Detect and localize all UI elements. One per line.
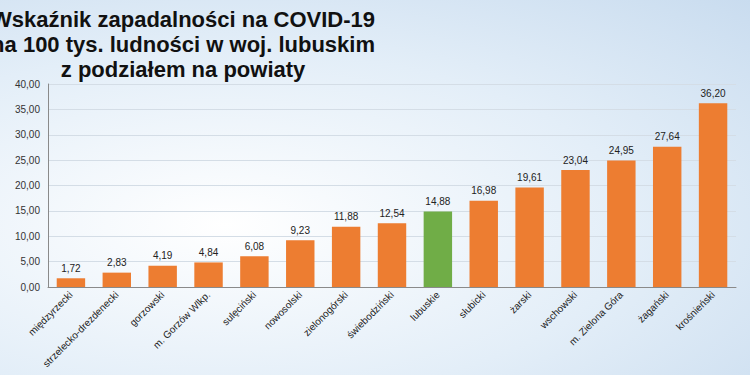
svg-text:4,19: 4,19 [153, 250, 173, 261]
svg-text:9,23: 9,23 [291, 225, 311, 236]
svg-text:30,00: 30,00 [15, 129, 40, 140]
svg-text:m. Zielona Góra: m. Zielona Góra [567, 289, 626, 348]
svg-text:gorzowski: gorzowski [127, 289, 166, 328]
svg-text:6,08: 6,08 [245, 241, 265, 252]
svg-text:międzyrzecki: międzyrzecki [26, 289, 75, 338]
svg-text:Wskaźnik zapadalności na COVID: Wskaźnik zapadalności na COVID-19 [0, 7, 375, 32]
svg-text:36,20: 36,20 [701, 88, 726, 99]
svg-text:1,72: 1,72 [61, 263, 81, 274]
svg-text:14,88: 14,88 [425, 196, 450, 207]
svg-text:11,88: 11,88 [334, 211, 359, 222]
svg-text:m. Gorzów Wlkp.: m. Gorzów Wlkp. [151, 289, 213, 351]
svg-text:nowosolski: nowosolski [262, 289, 304, 331]
svg-text:słubicki: słubicki [457, 289, 488, 320]
svg-text:żagański: żagański [635, 289, 671, 325]
svg-text:25,00: 25,00 [15, 155, 40, 166]
svg-text:23,04: 23,04 [563, 155, 588, 166]
svg-text:19,61: 19,61 [517, 172, 542, 183]
svg-text:2,83: 2,83 [107, 257, 127, 268]
svg-text:świebodziński: świebodziński [345, 289, 396, 340]
svg-text:wschowski: wschowski [537, 289, 579, 331]
svg-text:sulęciński: sulęciński [220, 289, 258, 327]
svg-text:27,64: 27,64 [655, 131, 680, 142]
svg-text:15,00: 15,00 [15, 205, 40, 216]
svg-text:z podziałem na powiaty: z podziałem na powiaty [61, 57, 306, 82]
svg-text:0,00: 0,00 [21, 282, 41, 293]
svg-text:4,84: 4,84 [199, 247, 219, 258]
svg-text:5,00: 5,00 [21, 256, 41, 267]
svg-text:20,00: 20,00 [15, 180, 40, 191]
svg-text:na 100 tys. ludności w woj. lu: na 100 tys. ludności w woj. lubuskim [0, 32, 375, 57]
svg-text:12,54: 12,54 [379, 208, 404, 219]
svg-text:lubuskie: lubuskie [408, 289, 442, 323]
svg-text:żarski: żarski [507, 289, 533, 315]
svg-text:zielonogórski: zielonogórski [301, 289, 350, 338]
svg-text:16,98: 16,98 [471, 185, 496, 196]
svg-text:10,00: 10,00 [15, 231, 40, 242]
svg-text:35,00: 35,00 [15, 104, 40, 115]
svg-text:strzelecko-drezdenecki: strzelecko-drezdenecki [41, 289, 121, 369]
svg-text:krośnieński: krośnieński [674, 289, 717, 332]
svg-text:40,00: 40,00 [15, 79, 40, 90]
svg-text:24,95: 24,95 [609, 145, 634, 156]
